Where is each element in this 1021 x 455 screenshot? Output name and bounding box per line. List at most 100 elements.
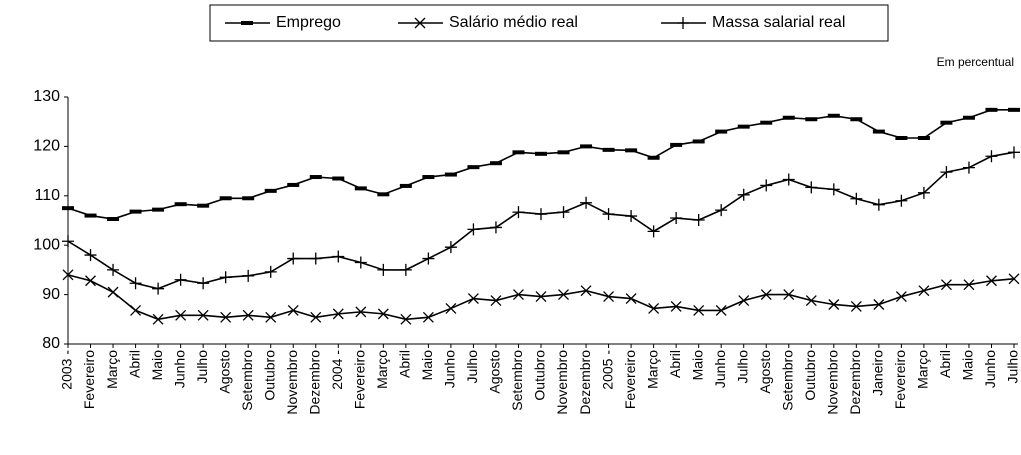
data-point [242,309,254,321]
data-point [512,206,525,219]
x-tick-label: Novembro [284,350,300,415]
data-point [738,295,750,306]
data-point [850,192,863,205]
data-point [872,198,885,211]
data-point [310,311,322,323]
data-point [467,293,479,305]
data-point [400,313,412,325]
data-point [693,304,705,316]
data-point [940,279,952,291]
x-tick-label: Dezembro [847,350,863,415]
series-line [67,151,1015,290]
y-tick-label: 90 [42,286,60,303]
x-tick-label: Maio [960,350,976,381]
data-point [377,308,389,320]
x-tick-label: Julho [464,350,480,384]
x-tick-label: Agosto [757,350,773,394]
data-point [354,256,367,269]
data-point [287,252,300,265]
x-tick-label: 2004 - [329,350,345,390]
data-point [287,304,299,316]
x-tick-label: Maio [419,350,435,381]
data-point [963,279,975,291]
data-point [535,208,547,221]
x-tick-label: Abril [667,350,683,378]
data-point [332,250,345,263]
data-point [197,309,209,321]
y-tick-label: 130 [33,88,60,105]
x-tick-label: Outubro [532,350,548,401]
x-tick-label: Fevereiro [81,350,97,409]
data-point [828,299,840,310]
data-point [174,273,187,286]
x-tick-label: Outubro [802,350,818,401]
data-point [647,225,660,238]
data-point [62,235,74,248]
data-point [782,173,795,186]
data-point [940,166,953,179]
data-point [895,194,908,207]
data-point [490,295,502,306]
data-point [692,214,705,227]
x-tick-label: Abril [126,350,142,378]
x-tick-label: Julho [1005,350,1021,384]
x-tick-label: Janeiro [870,350,886,396]
x-tick-label: Março [104,350,120,389]
data-point [152,282,165,295]
x-tick-label: Fevereiro [352,350,368,409]
data-point [107,286,119,298]
unit-note: Em percentual [937,55,1014,69]
data-point [715,304,727,316]
y-tick-label: 120 [33,138,60,155]
data-point [918,285,930,297]
x-tick-label: Agosto [487,350,503,394]
x-tick-label: 2003 - [59,350,75,390]
x-tick-label: Julho [734,350,750,384]
legend-label: Massa salarial real [712,14,845,31]
legend-label: Salário médio real [449,14,578,31]
legend-label: Emprego [276,14,341,31]
data-point [444,241,457,254]
data-point [445,302,457,314]
data-point [557,206,570,219]
data-point [962,161,975,174]
x-tick-label: Junho [442,350,458,388]
data-point [219,271,232,284]
data-point [265,311,277,323]
data-point [513,289,524,301]
data-point [332,308,344,320]
x-tick-label: Setembro [509,350,525,411]
data-point [242,269,255,282]
data-point [489,221,502,234]
data-point [129,277,142,290]
x-tick-label: Agosto [216,350,232,394]
data-point [783,289,795,301]
data-point [625,210,638,223]
data-point [602,208,615,221]
data-point [985,150,998,163]
data-point [264,265,277,278]
data-point [580,285,592,297]
data-point [197,277,210,290]
x-tick-label: Fevereiro [892,350,908,409]
x-tick-label: Junho [982,350,998,388]
data-point [873,299,885,310]
x-tick-label: Fevereiro [622,350,638,409]
data-point [84,249,97,262]
legend-marker [414,17,426,29]
data-point [805,295,817,306]
data-point [558,289,569,301]
x-tick-label: Março [915,350,931,389]
x-tick-label: Novembro [825,350,841,415]
data-point [152,313,164,325]
x-tick-label: Março [374,350,390,389]
x-tick-label: Dezembro [577,350,593,415]
x-tick-label: Setembro [239,350,255,411]
x-tick-label: Maio [689,350,705,381]
y-tick-label: 80 [42,335,60,352]
data-point [603,291,615,303]
data-point [670,212,683,225]
legend-marker [677,17,689,29]
data-point [62,269,74,281]
